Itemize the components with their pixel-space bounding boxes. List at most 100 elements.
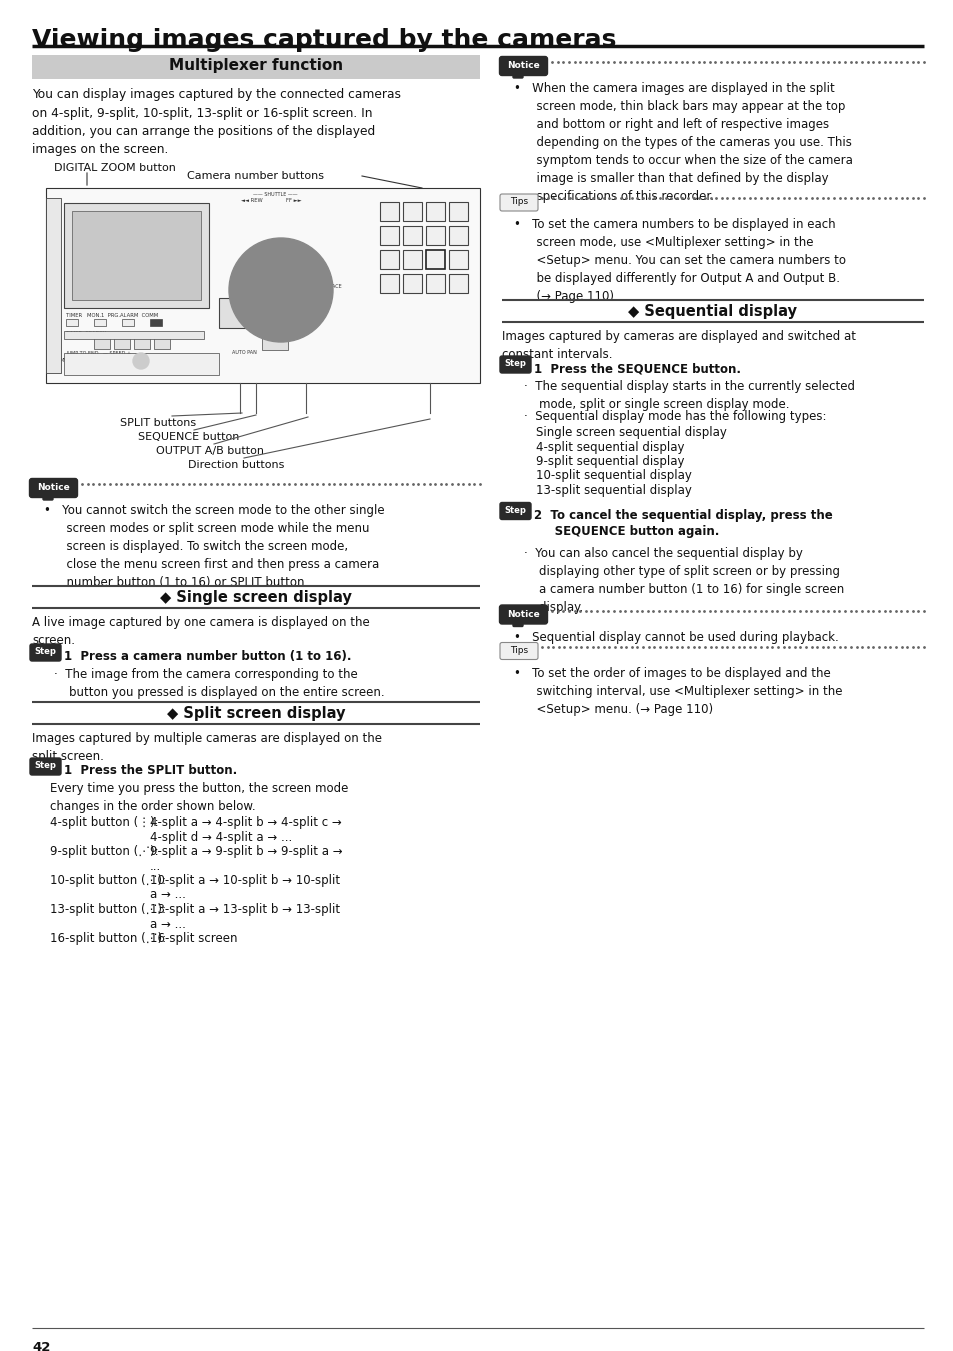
Text: OUTPUT A/B button: OUTPUT A/B button	[156, 446, 264, 457]
Bar	[449, 274, 468, 293]
FancyBboxPatch shape	[30, 758, 61, 775]
Text: 12: 12	[452, 253, 463, 261]
Text: 11: 11	[429, 253, 440, 261]
Bar	[449, 250, 468, 269]
FancyBboxPatch shape	[43, 493, 53, 500]
Text: 3: 3	[432, 204, 437, 213]
Text: ·  You can also cancel the sequential display by
    displaying other type of sp: · You can also cancel the sequential dis…	[523, 547, 843, 613]
Text: Images captured by cameras are displayed and switched at
constant intervals.: Images captured by cameras are displayed…	[501, 330, 855, 361]
Text: 1  Press a camera number button (1 to 16).: 1 Press a camera number button (1 to 16)…	[64, 650, 351, 663]
Text: BACKSPACE: BACKSPACE	[314, 284, 342, 289]
Text: 2: 2	[409, 204, 415, 213]
Bar	[71, 211, 201, 300]
Bar	[32, 55, 479, 78]
Text: 14: 14	[406, 276, 417, 285]
Bar	[379, 250, 398, 269]
Text: TIMER  SEARCH: TIMER SEARCH	[66, 331, 107, 336]
Text: CAMERA SELECT: CAMERA SELECT	[235, 272, 279, 276]
Text: 13-split button (⋰):: 13-split button (⋰):	[50, 902, 170, 916]
Text: •   To set the camera numbers to be displayed in each
      screen mode, use <Mu: • To set the camera numbers to be displa…	[514, 218, 845, 303]
Text: 8: 8	[455, 228, 460, 236]
Bar	[64, 353, 219, 376]
Text: SEQUENCE button: SEQUENCE button	[138, 432, 239, 442]
Text: —— SHUTTLE ——: —— SHUTTLE ——	[253, 192, 297, 197]
Text: Tips: Tips	[510, 197, 528, 207]
FancyBboxPatch shape	[513, 620, 522, 627]
Text: TILT ▲: TILT ▲	[294, 272, 310, 276]
Text: ·  The image from the camera corresponding to the
    button you pressed is disp: · The image from the camera correspondin…	[54, 667, 384, 698]
Text: Viewing images captured by the cameras: Viewing images captured by the cameras	[32, 28, 616, 51]
Text: ◆ Sequential display: ◆ Sequential display	[628, 304, 797, 319]
Text: 9-split a → 9-split b → 9-split a →: 9-split a → 9-split b → 9-split a →	[150, 844, 342, 858]
Text: You can display images captured by the connected cameras
on 4-split, 9-split, 10: You can display images captured by the c…	[32, 88, 400, 157]
Text: •   You cannot switch the screen mode to the other single
      screen modes or : • You cannot switch the screen mode to t…	[44, 504, 384, 589]
Text: Every time you press the button, the screen mode
changes in the order shown belo: Every time you press the button, the scr…	[50, 782, 348, 813]
Bar	[233, 278, 272, 286]
Text: AUTO PAN: AUTO PAN	[232, 350, 256, 355]
Circle shape	[229, 238, 333, 342]
Bar	[426, 226, 444, 245]
FancyBboxPatch shape	[499, 503, 531, 520]
Bar	[449, 226, 468, 245]
Text: 16: 16	[452, 276, 463, 285]
FancyBboxPatch shape	[499, 643, 537, 659]
Text: 2  To cancel the sequential display, press the
     SEQUENCE button again.: 2 To cancel the sequential display, pres…	[534, 508, 832, 539]
Text: Notice: Notice	[507, 611, 539, 619]
Bar	[426, 203, 444, 222]
Text: 10: 10	[406, 253, 417, 261]
Bar	[266, 286, 278, 297]
Text: 10-split a → 10-split b → 10-split: 10-split a → 10-split b → 10-split	[150, 874, 340, 888]
Bar	[122, 319, 133, 326]
Bar	[94, 338, 110, 349]
Text: Step: Step	[34, 762, 56, 770]
Bar	[150, 319, 162, 326]
Bar	[233, 286, 247, 297]
Bar	[426, 274, 444, 293]
Text: ...: ...	[150, 859, 161, 873]
Circle shape	[254, 263, 307, 316]
Text: Images captured by multiple cameras are displayed on the
split screen.: Images captured by multiple cameras are …	[32, 732, 381, 763]
Bar	[219, 299, 256, 328]
Bar	[250, 286, 263, 297]
Text: Step: Step	[504, 359, 526, 369]
Text: TIMER   MON.1  PRG.ALARM  COMM: TIMER MON.1 PRG.ALARM COMM	[66, 313, 158, 317]
FancyBboxPatch shape	[499, 195, 537, 211]
Text: ◆ Single screen display: ◆ Single screen display	[160, 590, 352, 605]
Text: 4: 4	[455, 204, 460, 213]
Text: 13: 13	[383, 276, 395, 285]
Circle shape	[241, 250, 320, 330]
Text: FF ►►: FF ►►	[286, 199, 303, 203]
Bar	[113, 338, 130, 349]
Bar	[46, 188, 479, 382]
Text: a → ...: a → ...	[150, 917, 186, 931]
Text: 4-split a → 4-split b → 4-split c →: 4-split a → 4-split b → 4-split c →	[150, 816, 341, 830]
Text: 16-split screen: 16-split screen	[150, 932, 237, 944]
Text: 13-split sequential display: 13-split sequential display	[536, 484, 691, 497]
Text: ·  The sequential display starts in the currently selected
    mode, split or si: · The sequential display starts in the c…	[523, 380, 854, 411]
Bar	[133, 338, 150, 349]
Circle shape	[267, 276, 294, 304]
Text: 10-split sequential display: 10-split sequential display	[536, 470, 691, 482]
Bar	[402, 250, 421, 269]
Text: Step: Step	[504, 507, 526, 515]
Text: 1  Press the SEQUENCE button.: 1 Press the SEQUENCE button.	[534, 362, 740, 376]
Text: •   When the camera images are displayed in the split
      screen mode, thin bl: • When the camera images are displayed i…	[514, 82, 852, 203]
Text: P.T.Z: P.T.Z	[269, 340, 280, 345]
Bar	[153, 338, 170, 349]
Bar	[379, 226, 398, 245]
Text: ■: ■	[98, 339, 105, 345]
Text: ◄: ◄	[139, 339, 145, 345]
FancyBboxPatch shape	[513, 72, 522, 78]
Text: 9-split sequential display: 9-split sequential display	[536, 455, 684, 467]
Text: OUTPUT
 A/B: OUTPUT A/B	[294, 295, 314, 307]
Bar	[402, 274, 421, 293]
Text: Notice: Notice	[37, 484, 70, 493]
Text: ►: ►	[159, 339, 165, 345]
Text: ·  Sequential display mode has the following types:: · Sequential display mode has the follow…	[523, 409, 825, 423]
Circle shape	[132, 353, 149, 369]
Bar	[379, 274, 398, 293]
Text: 1: 1	[386, 204, 392, 213]
Text: a → ...: a → ...	[150, 889, 186, 901]
Text: ◆ Split screen display: ◆ Split screen display	[167, 707, 345, 721]
Text: Camera number buttons: Camera number buttons	[187, 172, 324, 181]
